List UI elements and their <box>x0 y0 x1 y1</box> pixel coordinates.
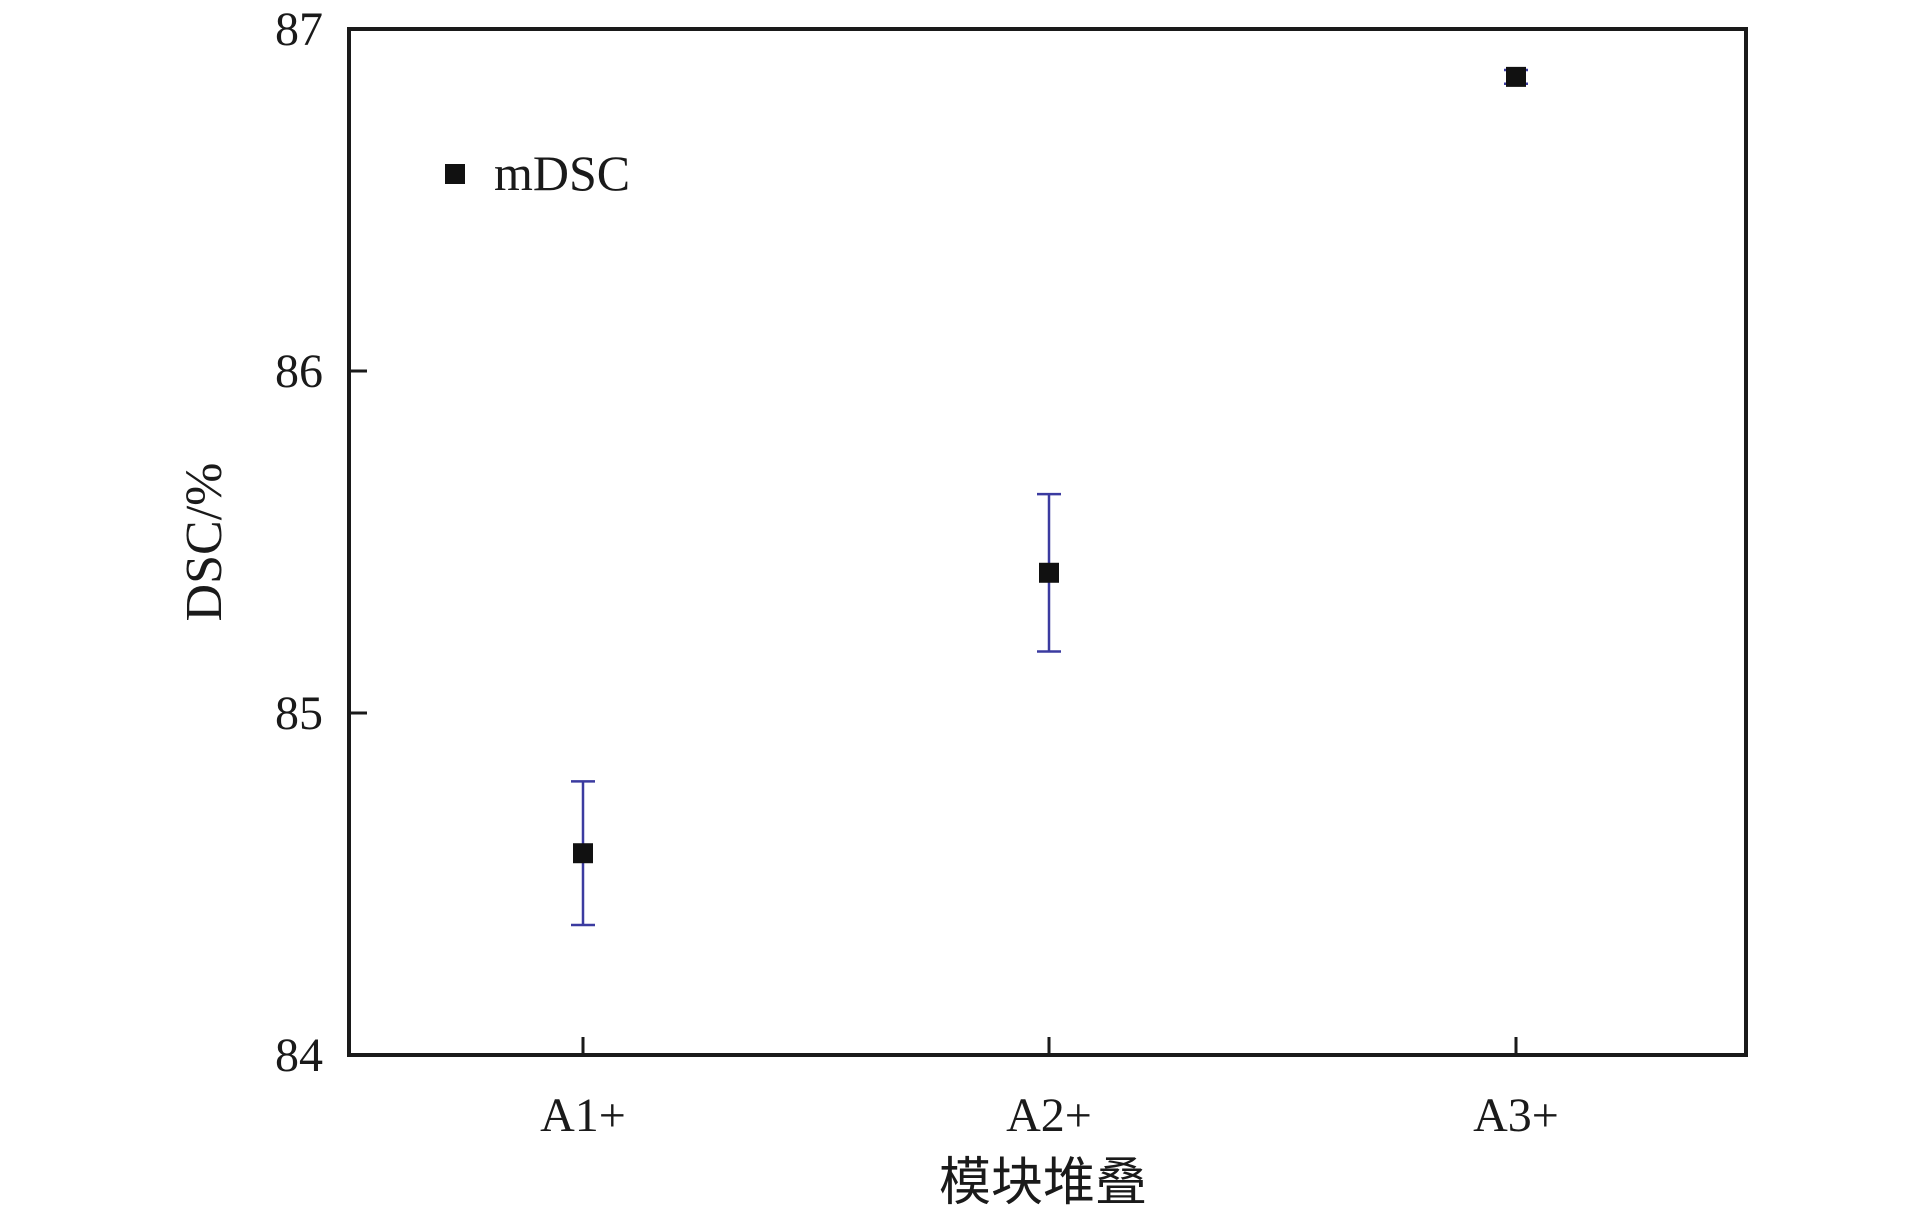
x-axis-label: 模块堆叠 <box>939 1155 1147 1205</box>
data-point <box>1506 66 1526 87</box>
x-tick-label: A3+ <box>1473 1089 1559 1142</box>
y-tick-label: 87 <box>275 3 323 56</box>
legend-label: mDSC <box>494 145 630 201</box>
y-tick-label: 85 <box>275 687 323 740</box>
y-tick-label: 84 <box>275 1029 323 1082</box>
x-axis: A1+ A2+ A3+ <box>540 1037 1559 1142</box>
x-tick-label: A2+ <box>1006 1089 1092 1142</box>
y-axis-label: DSC/% <box>176 463 233 622</box>
legend-marker <box>445 164 465 184</box>
y-tick-label: 86 <box>275 345 323 398</box>
y-axis: 84 85 86 87 <box>275 3 367 1082</box>
legend: mDSC <box>445 145 630 201</box>
data-point <box>573 843 593 864</box>
x-tick-label: A1+ <box>540 1089 626 1142</box>
data-point <box>1039 562 1059 583</box>
series-mdsc <box>571 66 1528 927</box>
